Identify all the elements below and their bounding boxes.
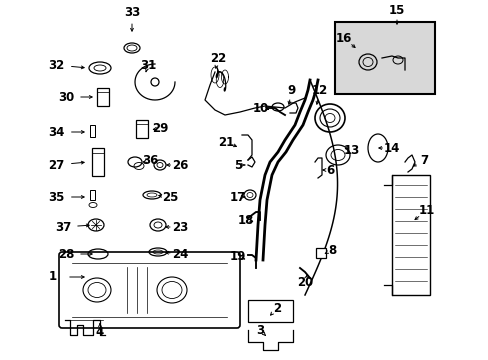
Text: 24: 24: [171, 248, 188, 261]
Bar: [247, 300, 292, 322]
Text: 16: 16: [335, 32, 351, 45]
Text: 31: 31: [140, 59, 156, 72]
Text: 28: 28: [58, 248, 74, 261]
Text: 11: 11: [418, 203, 434, 216]
Bar: [90, 125, 95, 137]
Text: 32: 32: [48, 59, 64, 72]
Text: 10: 10: [252, 102, 268, 114]
Text: 29: 29: [151, 122, 168, 135]
Text: 1: 1: [49, 270, 57, 284]
Text: 23: 23: [171, 220, 188, 234]
Bar: [315, 248, 325, 258]
Bar: [391, 175, 429, 295]
Text: 15: 15: [388, 4, 405, 17]
Text: 26: 26: [171, 158, 188, 171]
Text: 21: 21: [218, 135, 234, 149]
Text: 25: 25: [162, 190, 178, 203]
Text: 3: 3: [255, 324, 264, 337]
Text: 18: 18: [237, 213, 254, 226]
Bar: [97, 88, 109, 106]
Text: 20: 20: [296, 275, 312, 288]
Text: 33: 33: [123, 5, 140, 18]
Bar: [92, 148, 104, 176]
Text: 7: 7: [419, 153, 427, 166]
Text: 17: 17: [229, 190, 245, 203]
Bar: [334, 22, 434, 94]
Text: 22: 22: [209, 51, 225, 64]
Text: 9: 9: [287, 84, 296, 96]
Text: 5: 5: [233, 158, 242, 171]
Bar: [136, 120, 148, 138]
Text: 13: 13: [343, 144, 359, 157]
Text: 36: 36: [142, 153, 158, 166]
Text: 6: 6: [325, 163, 333, 176]
Text: 4: 4: [96, 325, 104, 338]
Text: 37: 37: [55, 220, 71, 234]
Text: 30: 30: [58, 90, 74, 104]
Text: 2: 2: [272, 302, 281, 315]
Text: 14: 14: [383, 141, 399, 154]
Text: 27: 27: [48, 158, 64, 171]
Text: 35: 35: [48, 190, 64, 203]
Text: 12: 12: [311, 84, 327, 96]
Text: 34: 34: [48, 126, 64, 139]
Text: 8: 8: [327, 243, 335, 257]
Bar: [90, 190, 95, 200]
FancyBboxPatch shape: [59, 252, 240, 328]
Text: 19: 19: [229, 251, 245, 264]
